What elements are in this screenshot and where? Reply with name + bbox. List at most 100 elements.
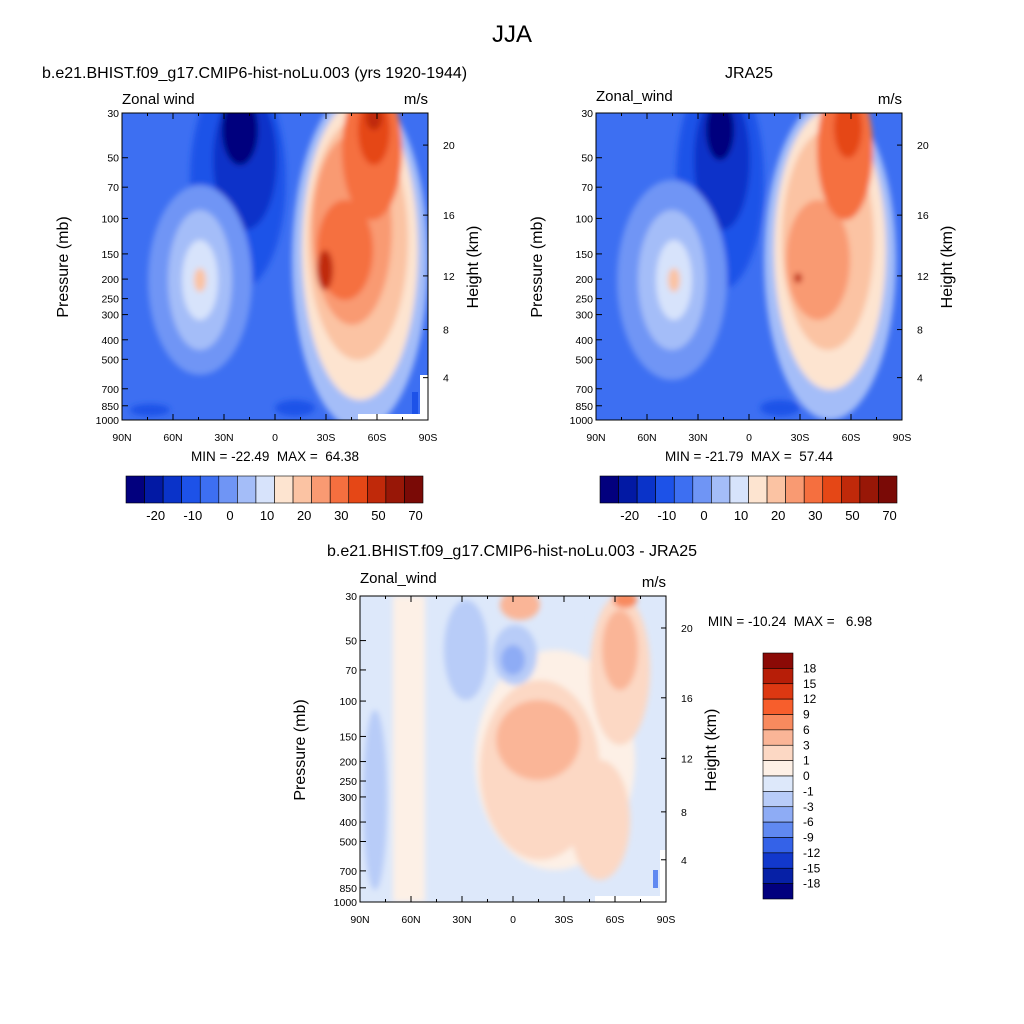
y-tick-label: 850	[339, 883, 357, 895]
panel-model-stats: MIN = -22.49 MAX = 64.38	[191, 449, 359, 464]
height-tick-label: 12	[917, 271, 929, 283]
colorbar-label: -20	[146, 508, 165, 523]
colorbar-label: 3	[803, 738, 810, 752]
colorbar-label: 50	[371, 508, 385, 523]
colorbar-label: 30	[334, 508, 348, 523]
y-tick-label: 250	[339, 776, 357, 788]
colorbar-label: -9	[803, 831, 814, 845]
y-tick-label: 400	[339, 817, 357, 829]
colorbar-swatch	[878, 475, 898, 504]
colorbar-label: 1	[803, 754, 810, 768]
y-tick-label: 150	[101, 249, 119, 261]
colorbar-label: 30	[808, 508, 822, 523]
colorbar-label: -12	[803, 846, 821, 860]
height-tick-label: 8	[681, 807, 687, 819]
y-tick-label: 200	[339, 757, 357, 769]
x-tick-label: 30N	[214, 432, 233, 444]
colorbar-swatch	[762, 729, 794, 746]
y-tick-label: 70	[107, 182, 119, 194]
colorbar-label: 15	[803, 677, 817, 691]
panel-obs-units: m/s	[878, 91, 902, 108]
y-tick-label: 700	[339, 866, 357, 878]
panel-diff: b.e21.BHIST.f09_g17.CMIP6-hist-noLu.003 …	[292, 543, 872, 926]
colorbar-swatch	[618, 475, 638, 504]
colorbar-swatch	[144, 475, 164, 504]
x-tick-label: 30S	[317, 432, 336, 444]
panel-model-title: b.e21.BHIST.f09_g17.CMIP6-hist-noLu.003 …	[42, 65, 467, 82]
colorbar-swatch	[655, 475, 675, 504]
y-tick-label: 250	[575, 294, 593, 306]
height-tick-label: 12	[443, 271, 455, 283]
y-tick-label: 500	[339, 837, 357, 849]
colorbar-swatch	[385, 475, 405, 504]
colorbar-swatch	[762, 821, 794, 838]
y-tick-label: 150	[339, 731, 357, 743]
colorbar-swatch	[785, 475, 805, 504]
colorbar-swatch	[292, 475, 312, 504]
panel-obs-field	[596, 113, 902, 420]
colorbar-label: 20	[297, 508, 311, 523]
panel-diff-field	[360, 596, 666, 902]
x-tick-label: 90S	[657, 914, 676, 926]
colorbar-label: -18	[803, 877, 821, 891]
y-tick-label: 50	[345, 636, 357, 648]
y-tick-label: 300	[101, 310, 119, 322]
colorbar-label: 10	[734, 508, 748, 523]
colorbar-swatch	[762, 698, 794, 715]
colorbar-label: -10	[657, 508, 676, 523]
colorbar-label: 70	[882, 508, 896, 523]
colorbar-swatch	[748, 475, 768, 504]
x-tick-label: 30S	[555, 914, 574, 926]
colorbar-swatch	[762, 883, 794, 900]
colorbar-swatch	[762, 867, 794, 884]
colorbar-swatch	[822, 475, 842, 504]
height-tick-label: 16	[681, 693, 693, 705]
y-tick-label: 100	[575, 213, 593, 225]
panel-diff-ylabel: Pressure (mb)	[292, 699, 309, 800]
colorbar-label: 70	[408, 508, 422, 523]
panel-obs-left-label: Zonal_wind	[596, 88, 673, 105]
x-tick-label: 90S	[893, 432, 912, 444]
height-tick-label: 4	[917, 373, 923, 385]
colorbar-swatch	[762, 668, 794, 685]
colorbar-swatch	[762, 837, 794, 854]
panel-obs-ylabel: Pressure (mb)	[529, 216, 546, 317]
y-tick-label: 250	[101, 294, 119, 306]
y-tick-label: 70	[581, 182, 593, 194]
panel-obs: JRA25 Zonal_wind m/s	[529, 65, 956, 523]
y-tick-label: 50	[107, 153, 119, 165]
colorbar-swatch	[181, 475, 201, 504]
panel-diff-left-label: Zonal_wind	[360, 570, 437, 587]
y-tick-label: 500	[101, 354, 119, 366]
y-tick-label: 50	[581, 153, 593, 165]
x-tick-label: 0	[272, 432, 278, 444]
height-tick-label: 20	[681, 623, 693, 635]
height-tick-label: 4	[681, 855, 687, 867]
x-tick-label: 90N	[350, 914, 369, 926]
colorbar-swatch	[237, 475, 257, 504]
colorbar-swatch	[274, 475, 294, 504]
panel-obs-colorbar: -20 -10 0 10 20 30 50 70	[599, 475, 898, 523]
colorbar-label: 0	[803, 769, 810, 783]
colorbar-swatch	[762, 683, 794, 700]
panel-diff-ylabel-right: Height (km)	[703, 709, 720, 792]
colorbar-label: 0	[226, 508, 233, 523]
colorbar-swatch	[841, 475, 861, 504]
colorbar-swatch	[199, 475, 220, 504]
x-tick-label: 60S	[842, 432, 861, 444]
height-tick-label: 4	[443, 373, 449, 385]
colorbar-label: 0	[700, 508, 707, 523]
panel-obs-stats: MIN = -21.79 MAX = 57.44	[665, 449, 834, 464]
y-tick-label: 850	[101, 401, 119, 413]
y-tick-label: 400	[101, 335, 119, 347]
colorbar-label: -1	[803, 784, 814, 798]
colorbar-label: 10	[260, 508, 274, 523]
colorbar-swatch	[125, 475, 145, 504]
colorbar-swatch	[762, 852, 794, 869]
colorbar-swatch	[766, 475, 786, 504]
panel-model-axes: 30 50 70 100 150 200 250 300 400 500 700 850 1000 20 1…	[96, 108, 455, 444]
panel-obs-axes: 30 50 70 100 150 200 250 300 400 500 700 850 1000 20 1…	[570, 108, 929, 444]
colorbar-swatch	[762, 744, 794, 761]
panel-obs-ylabel-right: Height (km)	[939, 226, 956, 309]
colorbar-label: 6	[803, 723, 810, 737]
